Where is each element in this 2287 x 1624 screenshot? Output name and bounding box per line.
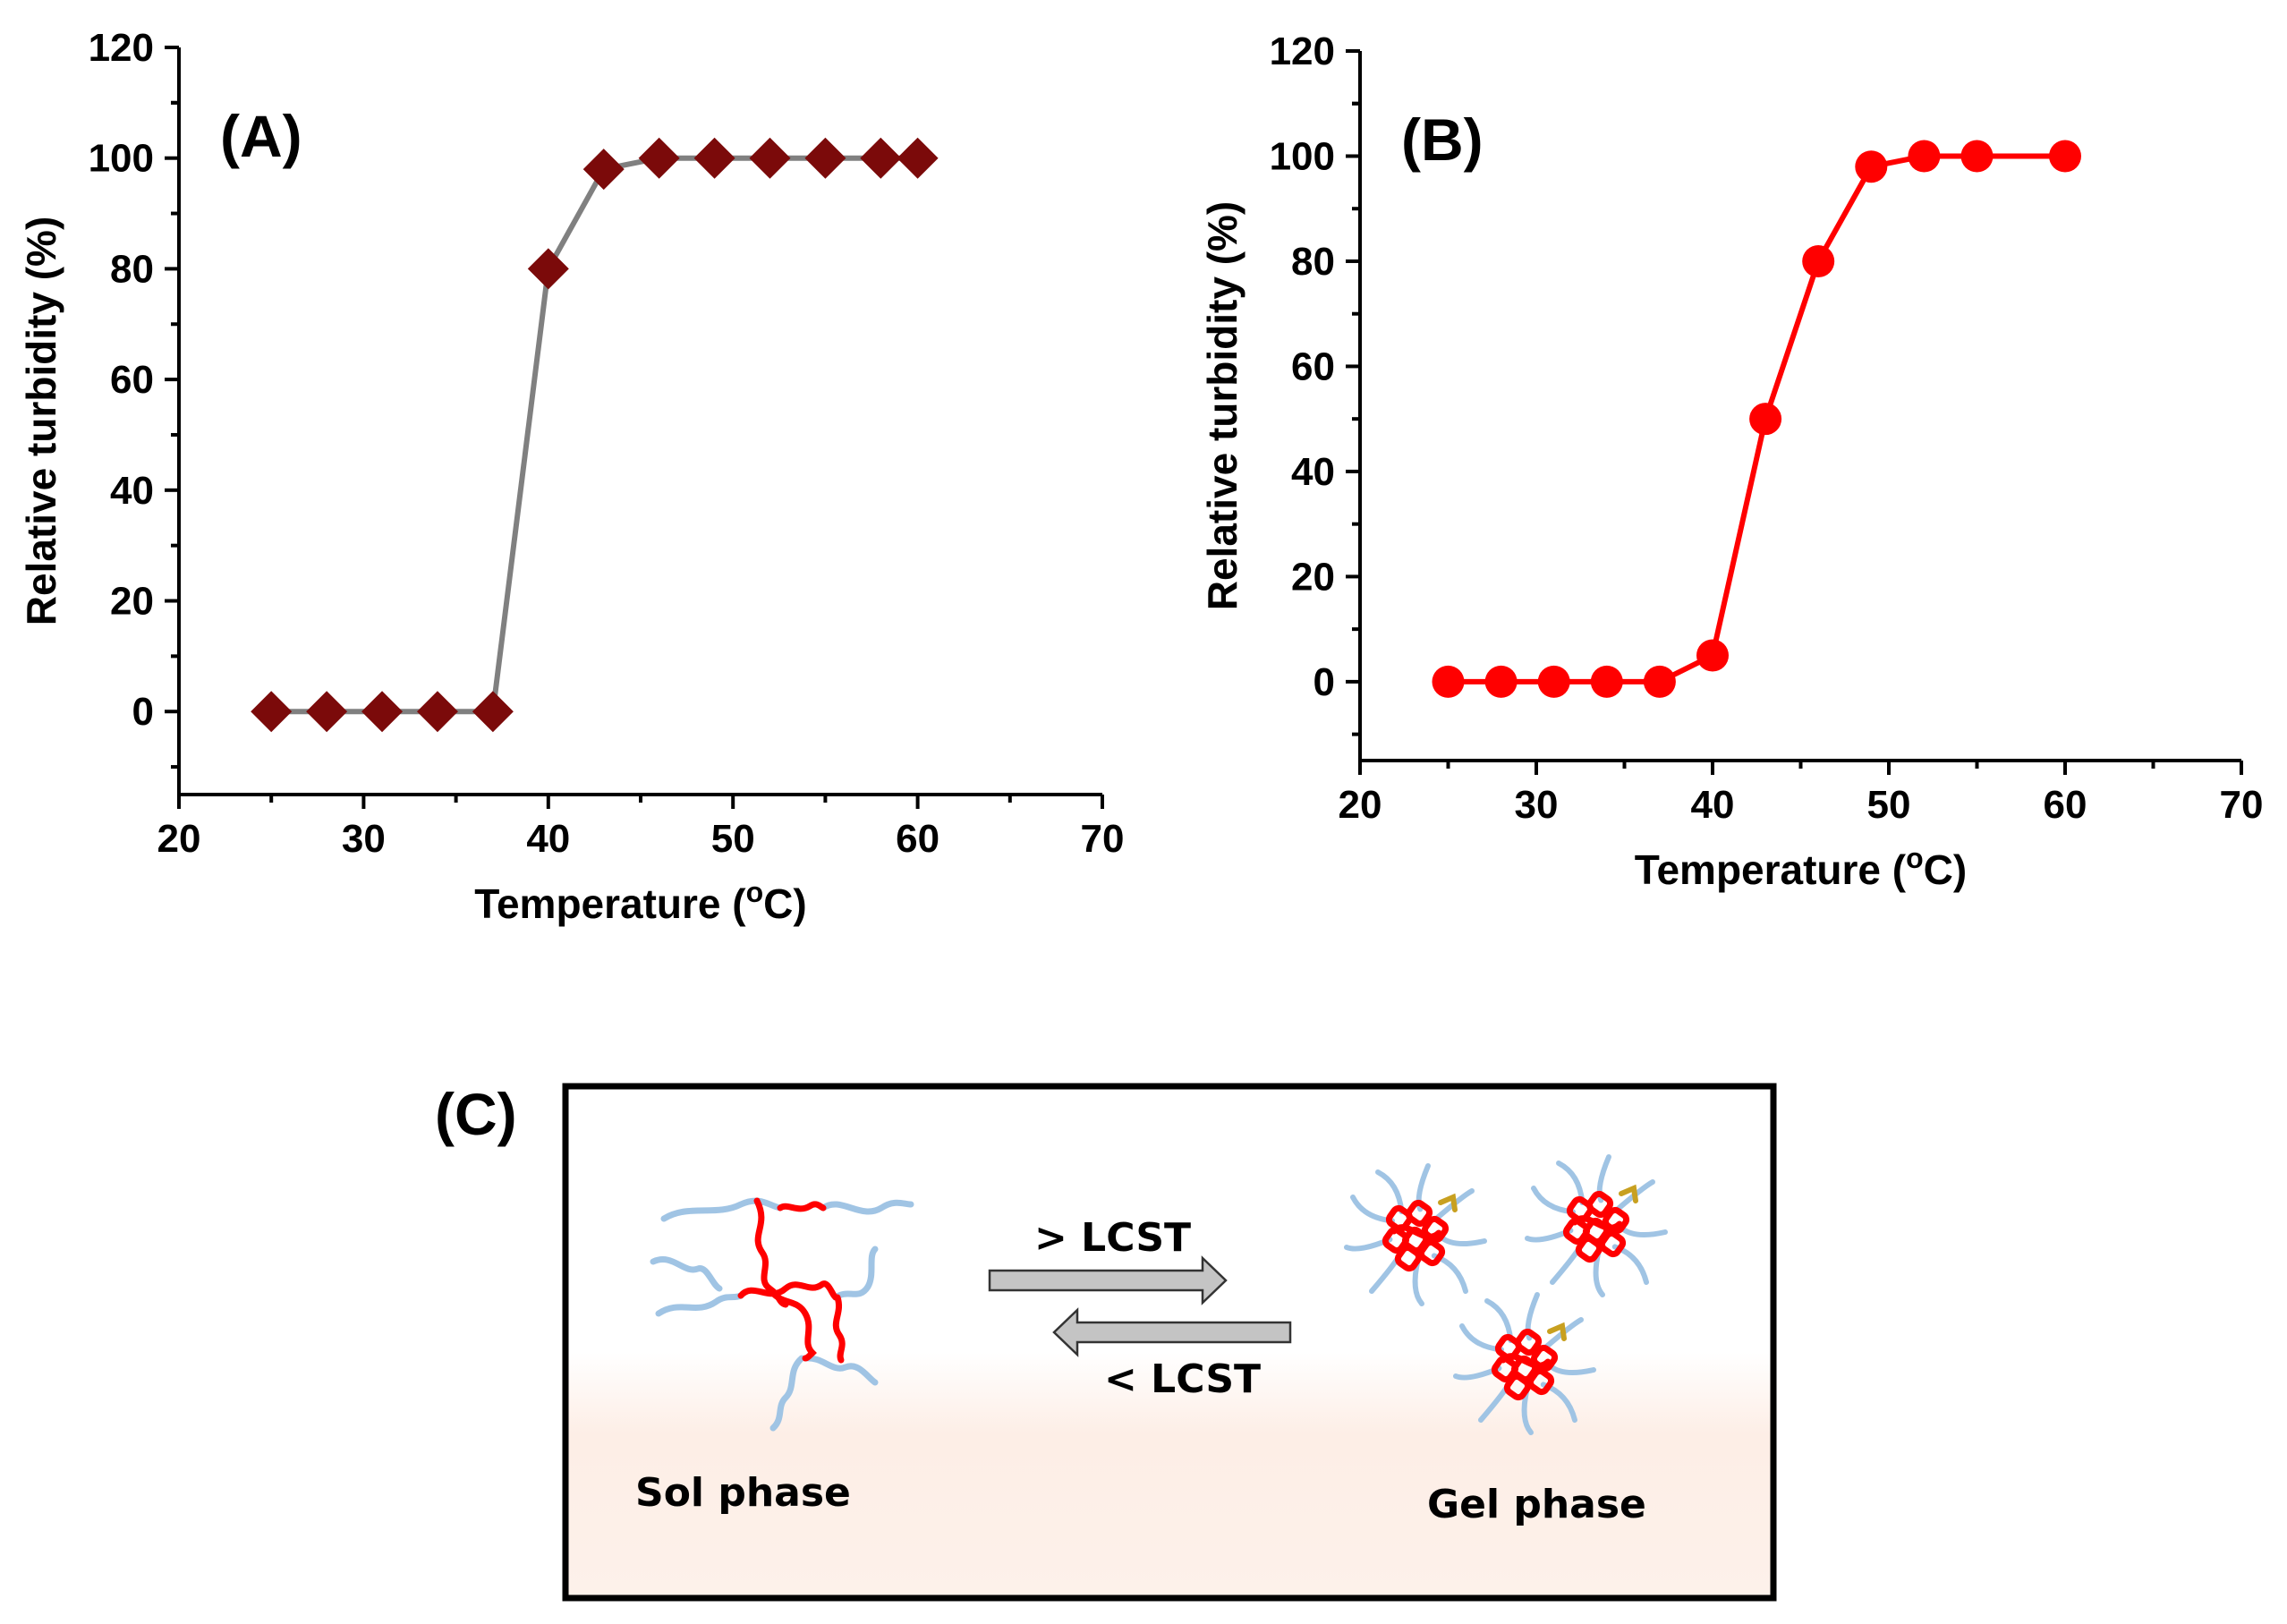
micelle (1344, 1163, 1487, 1306)
chart-a-data-point (804, 137, 846, 179)
chart-a-series-line-segment (489, 268, 551, 712)
chart-a-data-point (638, 137, 680, 179)
chart-b-y-tick-label: 80 (1291, 240, 1335, 284)
chart-a-y-tick-label: 0 (132, 690, 154, 734)
chart-b-data-point (1643, 665, 1676, 698)
chart-a-data-point (749, 137, 791, 179)
forward-label: > LCST (1034, 1215, 1191, 1261)
chart-b-panel-label: (B) (1401, 106, 1484, 173)
chart-a-x-tick-label: 40 (526, 817, 570, 861)
reverse-arrow (1052, 1307, 1292, 1357)
chart-b-x-tick-label: 70 (2220, 783, 2264, 827)
chart-a-y-tick-label: 100 (89, 137, 154, 181)
chart-b-data-point (1590, 665, 1623, 698)
micelle (1525, 1154, 1668, 1297)
chart-b-data-point (1484, 665, 1518, 698)
chart-a-y-tick-label: 80 (110, 247, 154, 291)
chart-b-data-point (1802, 244, 1835, 277)
chart-b-y-axis-title: Relative turbidity (%) (1199, 201, 1246, 611)
schematic-c: (C) > LCST < LCST Sol phase Gel phase (435, 1081, 1777, 1602)
chart-b-x-axis-title: Temperature (oC) (1635, 842, 1967, 893)
chart-b-series-line-segment (1710, 418, 1769, 657)
chart-b-data-point (1749, 403, 1782, 436)
chart-b-data-point (1432, 665, 1465, 698)
sol-phase-label: Sol phase (635, 1470, 851, 1516)
chart-b-y-tick-label: 20 (1291, 555, 1335, 599)
chart-a-data-point (251, 691, 293, 733)
chart-a-data-point (306, 691, 348, 733)
chart-b-x-tick-label: 20 (1339, 783, 1382, 827)
panel-label-c: (C) (435, 1081, 517, 1147)
chart-b-y-tick-label: 0 (1314, 660, 1335, 704)
chart-a-data-point (582, 149, 625, 191)
chart-b-series-line-segment (1763, 260, 1822, 421)
chart-b-data-point (1696, 639, 1729, 672)
chart-a-x-tick-label: 60 (896, 817, 939, 861)
chart-a-y-tick-label: 20 (110, 580, 154, 624)
chart-b-data-point (1855, 150, 1888, 183)
gel-phase-label: Gel phase (1427, 1482, 1646, 1527)
sol-phase-chains (650, 1197, 914, 1432)
chart-b-data-point (1960, 140, 1994, 173)
chart-b-data-point (1908, 140, 1941, 173)
chart-a-data-point (897, 137, 939, 179)
chart-b-x-tick-label: 60 (2044, 783, 2087, 827)
chart-b-series-line-segment (1815, 165, 1874, 263)
chart-b-y-tick-label: 100 (1270, 134, 1335, 178)
chart-a-data-point (472, 691, 514, 733)
chart-b-data-point (2049, 140, 2081, 173)
gel-phase-aggregates (1344, 1154, 1668, 1435)
chart-a-x-tick-label: 70 (1081, 817, 1125, 861)
chart-b-x-tick-label: 50 (1867, 783, 1911, 827)
chart-a-x-tick-label: 20 (157, 817, 201, 861)
chart-b: 20 30 40 50 60 70 0 20 40 60 80 100 120 Temperature (… (1199, 30, 2263, 893)
chart-a-x-tick-label: 30 (342, 817, 386, 861)
chart-a-y-tick-label: 60 (110, 358, 154, 402)
chart-b-data-point (1537, 665, 1570, 698)
chart-a-data-point (860, 137, 902, 179)
chart-b-x-tick-label: 40 (1691, 783, 1735, 827)
chart-a-x-axis-title: Temperature (oC) (474, 876, 806, 927)
chart-a-panel-label: (A) (220, 103, 302, 169)
chart-a-series-line-segment (546, 167, 607, 270)
chart-a-y-axis-title: Relative turbidity (%) (18, 217, 64, 626)
chart-a-y-tick-label: 120 (89, 26, 154, 70)
forward-arrow (988, 1255, 1228, 1305)
chart-a-data-point (693, 137, 735, 179)
chart-a-data-point (527, 248, 569, 290)
chart-a-y-tick-label: 40 (110, 469, 154, 513)
chart-a-x-tick-label: 50 (711, 817, 755, 861)
chart-a-data-point (361, 691, 404, 733)
chart-b-y-tick-label: 40 (1291, 450, 1335, 494)
reverse-label: < LCST (1104, 1356, 1261, 1402)
chart-a-data-point (416, 691, 458, 733)
chart-a: 20 30 40 50 60 70 0 20 40 60 80 100 120 Temperature (… (18, 26, 1124, 927)
chart-b-y-tick-label: 60 (1291, 344, 1335, 388)
micelle (1453, 1292, 1596, 1435)
chart-b-x-tick-label: 30 (1515, 783, 1559, 827)
chart-b-y-tick-label: 120 (1270, 30, 1335, 73)
